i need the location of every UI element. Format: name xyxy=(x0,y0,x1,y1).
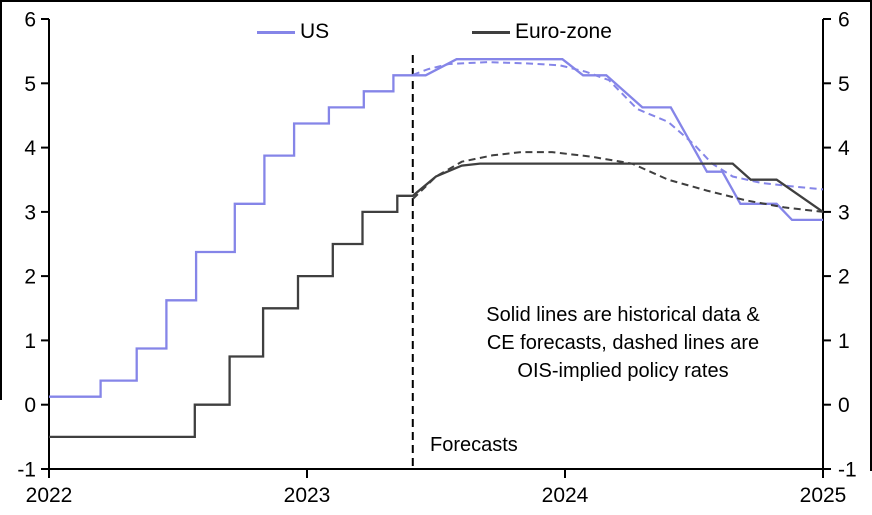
annotation-line-1: Solid lines are historical data & xyxy=(486,304,760,326)
forecasts-label: Forecasts xyxy=(430,434,518,456)
legend-label-us: US xyxy=(300,20,330,43)
y-axis-tick-label-left: 5 xyxy=(24,73,36,96)
annotation-line-3: OIS-implied policy rates xyxy=(517,360,729,382)
legend-item-us: US xyxy=(257,21,329,43)
y-axis-tick-label-left: 1 xyxy=(24,330,36,353)
image-border-left xyxy=(0,0,2,400)
y-axis-tick-label-left: 6 xyxy=(24,9,36,32)
image-border-right xyxy=(870,0,872,471)
y-axis-tick-label-right: 5 xyxy=(838,73,850,96)
image-border-top xyxy=(0,0,872,2)
y-axis-tick-label-right: 6 xyxy=(838,9,850,32)
y-axis-tick-label-right: 2 xyxy=(838,266,850,289)
y-axis-tick-label-left: -1 xyxy=(17,459,36,482)
us-line-swatch-icon xyxy=(257,30,295,34)
annotation-line-2: CE forecasts, dashed lines are xyxy=(486,332,760,354)
eurozone-line-swatch-icon xyxy=(472,30,510,34)
legend-item-eurozone: Euro-zone xyxy=(472,21,612,43)
legend-label-eurozone: Euro-zone xyxy=(515,20,612,43)
y-axis-tick-label-right: 0 xyxy=(838,394,850,417)
series-us-dashed xyxy=(412,61,824,191)
y-axis-tick-label-right: 3 xyxy=(838,201,850,224)
x-axis-tick-label: 2022 xyxy=(26,484,73,507)
y-axis-tick-label-right: -1 xyxy=(838,459,857,482)
x-axis-tick-label: 2024 xyxy=(542,484,589,507)
y-axis-tick-label-left: 2 xyxy=(24,266,36,289)
y-axis-tick-label-right: 4 xyxy=(838,137,850,160)
y-axis-tick-label-right: 1 xyxy=(838,330,850,353)
chart-annotation: Solid lines are historical data & CE for… xyxy=(452,301,794,385)
axis-spines xyxy=(48,19,824,470)
series-eurozone-dashed xyxy=(412,151,824,213)
y-axis-tick-label-left: 0 xyxy=(24,394,36,417)
x-axis-tick-label: 2025 xyxy=(800,484,847,507)
x-axis-tick-label: 2023 xyxy=(284,484,331,507)
y-axis-tick-label-left: 3 xyxy=(24,201,36,224)
y-axis-tick-label-left: 4 xyxy=(24,137,36,160)
series-eurozone-solid xyxy=(49,162,824,439)
